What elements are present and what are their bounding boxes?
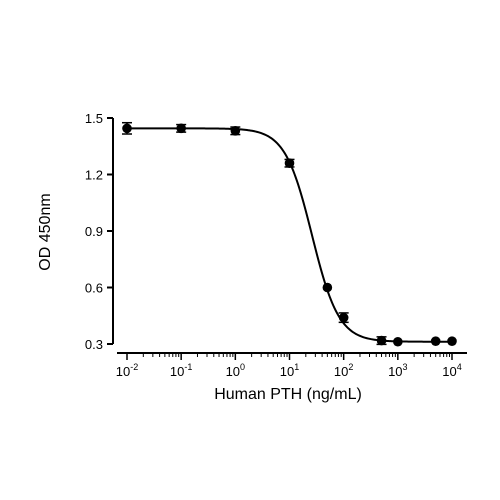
data-point (430, 336, 441, 346)
y-tick-label: 0.9 (85, 224, 103, 239)
x-tick-exponent: 2 (348, 362, 353, 372)
y-tick-label: 0.6 (85, 281, 103, 296)
data-point (176, 123, 186, 134)
x-tick-exponent: 1 (294, 362, 299, 372)
x-tick-exponent: 0 (240, 362, 245, 372)
x-axis-title: Human PTH (ng/mL) (214, 386, 362, 403)
x-tick-base: 10 (334, 364, 348, 379)
data-point (376, 335, 387, 346)
x-tick-exponent: 3 (403, 362, 408, 372)
x-tick-base: 10 (442, 364, 456, 379)
y-tick-label: 1.2 (85, 168, 103, 183)
x-tick-label: 104 (442, 362, 461, 379)
data-point (122, 123, 132, 134)
x-tick-label: 102 (334, 362, 353, 379)
y-axis-title: OD 450nm (37, 193, 54, 270)
x-tick-exponent: -1 (184, 362, 192, 372)
data-point (338, 312, 349, 323)
data-point (447, 336, 457, 346)
x-tick-exponent: -2 (130, 362, 138, 372)
data-point (284, 158, 295, 168)
x-tick-label: 10-1 (170, 362, 192, 379)
y-tick-label: 0.3 (85, 337, 103, 352)
x-tick-base: 10 (280, 364, 294, 379)
data-point (230, 126, 241, 136)
x-tick-label: 10-2 (116, 362, 138, 379)
x-tick-exponent: 4 (457, 362, 462, 372)
data-points (122, 121, 457, 347)
data-point (393, 336, 403, 347)
x-tick-label: 100 (226, 362, 245, 379)
y-tick-label: 1.5 (85, 111, 103, 126)
x-tick-label: 103 (388, 362, 407, 379)
x-tick-base: 10 (226, 364, 240, 379)
x-tick-base: 10 (170, 364, 184, 379)
x-tick-base: 10 (388, 364, 402, 379)
x-tick-base: 10 (116, 364, 130, 379)
axes: 0.30.60.91.21.510-2 10-1 100 101 102 103 104 (85, 111, 467, 379)
x-tick-label: 101 (280, 362, 299, 379)
data-point (322, 282, 333, 293)
